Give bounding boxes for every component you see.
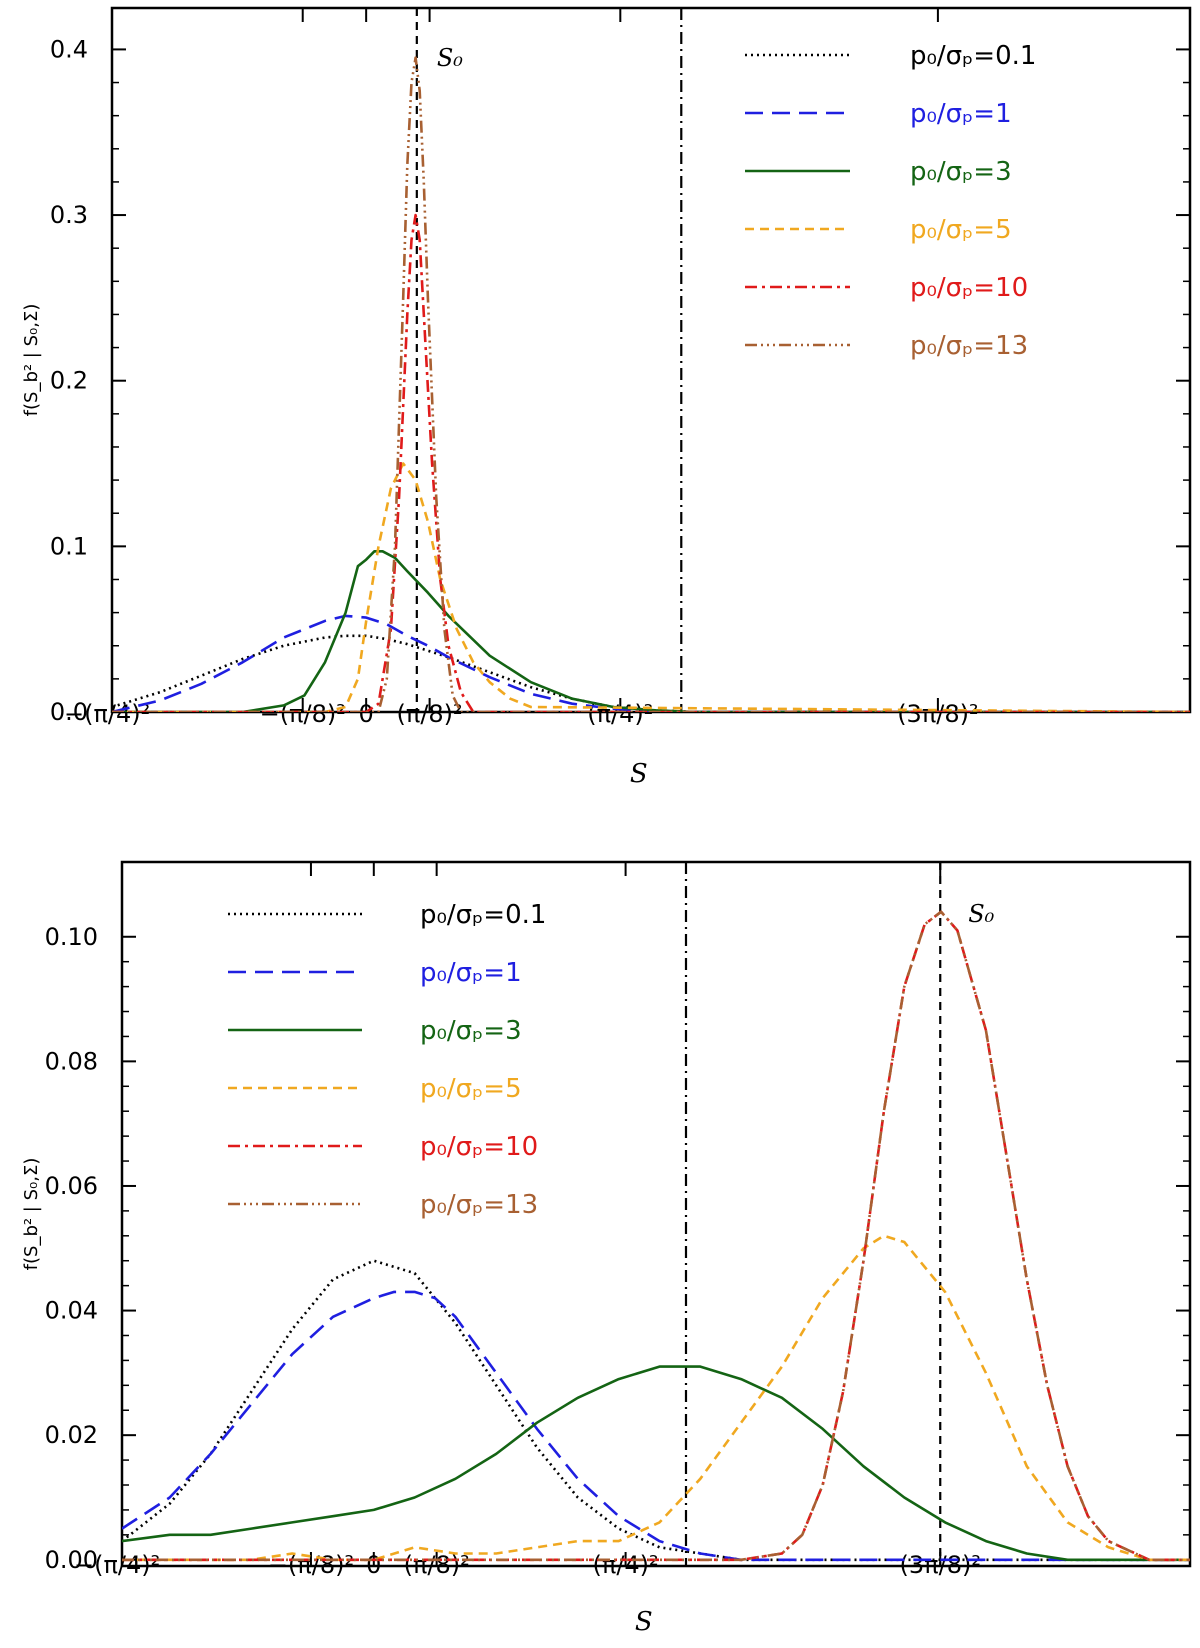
series-line-5 bbox=[122, 910, 1190, 1562]
series-line-2 bbox=[122, 1365, 1190, 1562]
y-axis-label: f(S_b² | S₀,Σ) bbox=[21, 304, 42, 417]
series-group bbox=[122, 910, 1190, 1562]
series-line-3 bbox=[122, 1234, 1190, 1562]
series-line-3 bbox=[112, 462, 1190, 712]
y-tick-label: 0.3 bbox=[50, 201, 88, 229]
series-line-4 bbox=[122, 910, 1190, 1562]
x-tick-label: (π/8)² bbox=[397, 700, 463, 728]
legend-entry-5: p₀/σₚ=13 bbox=[420, 1190, 538, 1220]
y-tick-label: 0.08 bbox=[45, 1047, 98, 1075]
legend: p₀/σₚ=0.1 p₀/σₚ=1 p₀/σₚ=3 p₀/σₚ=5 p₀/σₚ=10 p₀… bbox=[228, 900, 546, 1220]
legend-entry-2: p₀/σₚ=3 bbox=[420, 1016, 522, 1046]
x-tick-label: −(π/4)² bbox=[74, 1551, 160, 1579]
chart-panel-top: 0.00.10.20.30.4−(π/4)² −(π/8)² 0 (π/8)² (π/4… bbox=[21, 6, 1192, 789]
y-tick-label: 0.4 bbox=[50, 35, 88, 63]
x-tick-label: 0 bbox=[359, 700, 374, 728]
series-line-4 bbox=[112, 213, 1190, 712]
legend-entry-0: p₀/σₚ=0.1 bbox=[420, 900, 546, 930]
x-tick-label: −(π/8)² bbox=[260, 700, 346, 728]
legend-entry-1: p₀/σₚ=1 bbox=[420, 958, 522, 988]
legend-entry-3: p₀/σₚ=5 bbox=[420, 1074, 522, 1104]
legend-entry-5: p₀/σₚ=13 bbox=[910, 331, 1028, 361]
x-tick-label: (π/4)² bbox=[593, 1551, 659, 1579]
y-tick-label: 0.02 bbox=[45, 1421, 98, 1449]
y-tick-label: 0.04 bbox=[45, 1297, 98, 1325]
series-line-5 bbox=[112, 56, 1190, 712]
s0-label: S₀ bbox=[968, 900, 994, 928]
x-tick-label: (π/8)² bbox=[404, 1551, 470, 1579]
series-line-1 bbox=[122, 1290, 1190, 1562]
s0-label: S₀ bbox=[437, 44, 463, 72]
x-tick-label: −(π/4)² bbox=[64, 700, 150, 728]
plot-frame bbox=[110, 6, 1192, 714]
y-tick-label: 0.00 bbox=[45, 1546, 98, 1574]
y-tick-label: 0.10 bbox=[45, 923, 98, 951]
legend: p₀/σₚ=0.1 p₀/σₚ=1 p₀/σₚ=3 p₀/σₚ=5 p₀/σₚ=10 p₀… bbox=[745, 41, 1036, 361]
x-tick-label: (3π/8)² bbox=[897, 700, 978, 728]
chart-panel-bottom: 0.00 0.02 0.04 0.06 0.08 0.10 −(π/4)² −(π/8)² 0 (… bbox=[21, 860, 1192, 1637]
y-tick-label: 0.1 bbox=[50, 532, 88, 560]
x-axis-label: S bbox=[630, 759, 648, 789]
legend-entry-4: p₀/σₚ=10 bbox=[420, 1132, 538, 1162]
series-group bbox=[112, 56, 1190, 712]
y-tick-label: 0.06 bbox=[45, 1172, 98, 1200]
legend-entry-1: p₀/σₚ=1 bbox=[910, 99, 1012, 129]
y-tick-label: 0.2 bbox=[50, 367, 88, 395]
series-line-2 bbox=[112, 550, 1190, 712]
legend-entry-2: p₀/σₚ=3 bbox=[910, 157, 1012, 187]
x-tick-label: −(π/8)² bbox=[268, 1551, 354, 1579]
y-axis-label: f(S_b² | S₀,Σ) bbox=[21, 1158, 42, 1271]
legend-entry-4: p₀/σₚ=10 bbox=[910, 273, 1028, 303]
x-tick-label: 0 bbox=[366, 1551, 381, 1579]
plot-frame bbox=[120, 860, 1192, 1568]
series-line-0 bbox=[122, 1259, 1190, 1562]
x-axis-label: S bbox=[635, 1607, 653, 1637]
legend-entry-3: p₀/σₚ=5 bbox=[910, 215, 1012, 245]
series-line-1 bbox=[112, 614, 1190, 712]
y-tick-label: 0.0 bbox=[50, 698, 88, 726]
legend-entry-0: p₀/σₚ=0.1 bbox=[910, 41, 1036, 71]
